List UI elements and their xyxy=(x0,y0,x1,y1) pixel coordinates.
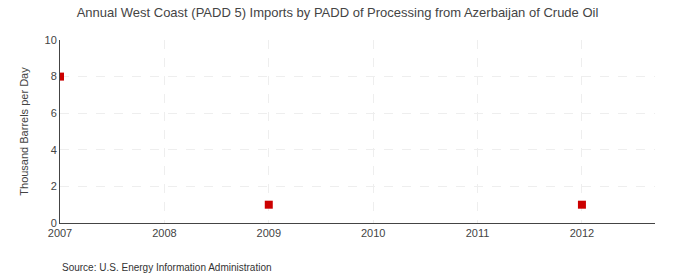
svg-text:2: 2 xyxy=(51,180,57,192)
svg-text:2008: 2008 xyxy=(152,227,176,239)
svg-text:2007: 2007 xyxy=(48,227,72,239)
svg-text:4: 4 xyxy=(51,144,57,156)
svg-text:2012: 2012 xyxy=(570,227,594,239)
svg-text:2011: 2011 xyxy=(466,227,490,239)
svg-text:Thousand Barrels per Day: Thousand Barrels per Day xyxy=(18,67,30,196)
svg-text:Annual West Coast (PADD 5) Imp: Annual West Coast (PADD 5) Imports by PA… xyxy=(77,5,599,20)
svg-text:8: 8 xyxy=(51,70,57,82)
svg-text:6: 6 xyxy=(51,107,57,119)
svg-text:2009: 2009 xyxy=(257,227,281,239)
svg-text:Source: U.S. Energy Informatio: Source: U.S. Energy Information Administ… xyxy=(62,262,272,273)
svg-text:2010: 2010 xyxy=(361,227,385,239)
svg-text:0: 0 xyxy=(51,217,57,229)
svg-text:10: 10 xyxy=(45,34,57,46)
